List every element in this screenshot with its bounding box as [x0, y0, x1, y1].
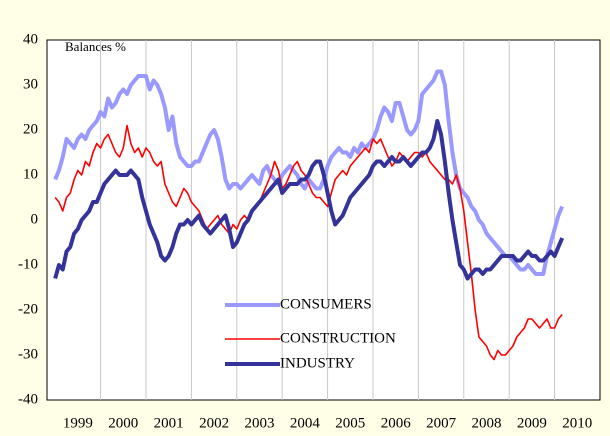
legend-label: INDUSTRY	[280, 355, 355, 371]
y-tick-label: 0	[31, 211, 39, 227]
x-tick-label: 1999	[63, 415, 93, 431]
y-tick-label: -20	[18, 301, 38, 317]
series-line	[53, 119, 565, 281]
annotation: Balances %	[65, 39, 126, 54]
x-tick-label: 2003	[244, 415, 274, 431]
plot-area	[46, 39, 601, 401]
y-tick-label: -40	[18, 391, 38, 407]
x-tick-label: 2009	[517, 415, 547, 431]
legend-label: CONSUMERS	[280, 296, 372, 312]
y-tick-label: -30	[18, 346, 38, 362]
x-tick-label: 2002	[199, 415, 229, 431]
x-tick-label: 2000	[108, 415, 138, 431]
y-tick-label: 20	[23, 121, 38, 137]
x-tick-label: 2004	[290, 415, 321, 431]
series-line	[54, 124, 563, 361]
x-tick-label: 2008	[471, 415, 501, 431]
x-tick-label: 2006	[381, 415, 412, 431]
y-tick-label: 40	[23, 31, 38, 47]
x-tick-label: 2005	[335, 415, 365, 431]
y-tick-label: 30	[23, 76, 38, 92]
x-tick-label: 2001	[154, 415, 184, 431]
y-tick-label: 10	[23, 166, 38, 182]
x-tick-label: 2010	[562, 415, 592, 431]
y-tick-label: -10	[18, 256, 38, 272]
legend-label: CONSTRUCTION	[280, 330, 396, 346]
x-tick-label: 2007	[426, 415, 457, 431]
series-line	[53, 69, 565, 276]
